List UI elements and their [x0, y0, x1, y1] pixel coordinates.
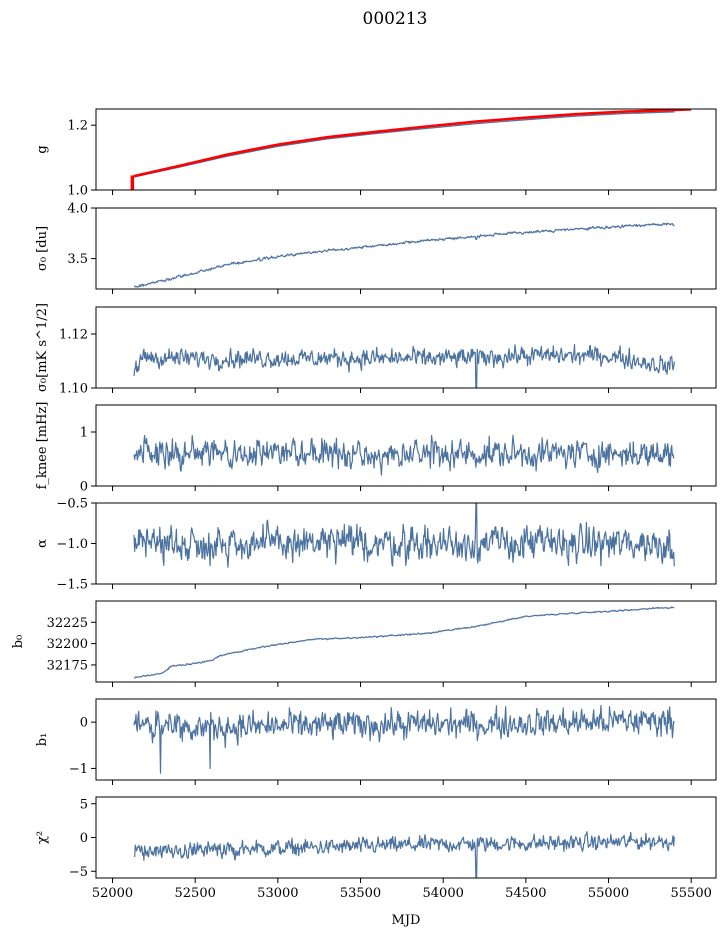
axes-frame-b0 — [95, 600, 717, 683]
panel-sigma0-mks: 1.10 1.12 σ₀[mK s^1/2] — [35, 303, 717, 397]
series-line-chi2 — [133, 831, 675, 878]
plot-area-sigma0-mks — [133, 343, 675, 388]
series-line-b0 — [133, 606, 675, 679]
y-tick-label-chi2-0: −5 — [69, 865, 88, 880]
y-tick-label-sigma0-mks-1: 1.12 — [59, 328, 88, 343]
y-tick-label-b0-0: 32175 — [47, 658, 88, 673]
x-tick-label-1: 52500 — [175, 886, 216, 901]
panel-chi2: −5 0 5 52000 52500 53000 53500 54000 54500 55000 5… — [35, 796, 717, 901]
y-axis-label-b1: b₁ — [35, 733, 50, 747]
axes-frame-sigma0 — [95, 207, 717, 290]
panel-b0: 32175 32200 32225 b₀ — [11, 600, 717, 687]
panel-b1: −1 0 b₁ — [35, 698, 717, 785]
panel-alpha: −1.5 −1.0 −0.5 α — [35, 497, 717, 593]
x-tick-label-0: 52000 — [92, 886, 133, 901]
y-axis-label-g: g — [35, 145, 50, 153]
plot-area-b0 — [133, 606, 675, 679]
plot-area-sigma0 — [133, 222, 675, 288]
y-tick-label-fknee-0: 0 — [80, 480, 88, 495]
plot-area-b1 — [133, 704, 675, 774]
plot-area-fknee — [133, 434, 675, 476]
y-tick-label-chi2-2: 5 — [80, 797, 88, 812]
y-tick-label-sigma0-1: 4.0 — [67, 202, 88, 217]
y-tick-label-alpha-2: −0.5 — [56, 497, 88, 512]
y-tick-label-alpha-0: −1.5 — [56, 578, 88, 593]
y-axis-label-chi2: χ² — [35, 831, 50, 844]
x-tick-label-4: 54000 — [423, 886, 464, 901]
y-axis-label-alpha: α — [35, 539, 50, 548]
y-tick-label-alpha-1: −1.0 — [56, 537, 88, 552]
series-line-sigma0-mks — [133, 343, 675, 388]
y-tick-label-fknee-1: 1 — [80, 426, 88, 441]
panel-sigma0: 3.5 4.0 σ₀ [du] — [35, 202, 717, 294]
axes-frame-sigma0-mks — [95, 306, 717, 389]
axes-frame-g — [95, 108, 717, 191]
plot-area-alpha — [133, 503, 675, 568]
y-axis-label-sigma0-mks: σ₀[mK s^1/2] — [35, 303, 50, 392]
series-line-sigma0 — [133, 222, 675, 288]
figure-title: 000213 — [363, 9, 428, 29]
y-tick-label-g-0: 1.0 — [67, 184, 88, 199]
axes-frame-fknee — [95, 404, 717, 487]
x-tick-label-7: 55500 — [671, 886, 712, 901]
y-tick-label-b1-0: −1 — [69, 762, 88, 777]
y-tick-label-b0-1: 32200 — [47, 637, 88, 652]
series-line-fknee — [133, 434, 675, 476]
x-axis-label: MJD — [392, 913, 421, 928]
series-line-alpha — [133, 503, 675, 568]
plot-area-chi2 — [133, 831, 675, 878]
panel-g: 1.0 1.2 g — [35, 108, 717, 199]
panel-fknee: 0 1 f_knee [mHz] — [35, 402, 717, 495]
y-tick-label-b1-1: 0 — [80, 716, 88, 731]
plot-area-g — [130, 109, 692, 190]
y-tick-label-b0-2: 32225 — [47, 616, 88, 631]
axes-frame-b1 — [95, 698, 717, 781]
x-tick-label-6: 55000 — [588, 886, 629, 901]
x-tick-label-3: 53500 — [340, 886, 381, 901]
series-line-b1 — [133, 704, 675, 774]
y-tick-label-sigma0-0: 3.5 — [67, 252, 88, 267]
y-axis-label-b0: b₀ — [11, 635, 26, 649]
y-tick-label-sigma0-mks-0: 1.10 — [59, 382, 88, 397]
series-line-g-1 — [133, 109, 692, 178]
y-axis-label-fknee: f_knee [mHz] — [35, 402, 50, 490]
y-tick-label-chi2-1: 0 — [80, 831, 88, 846]
series-line-g-0 — [133, 111, 675, 178]
x-tick-label-2: 53000 — [257, 886, 298, 901]
panels: 1.0 1.2 g 3.5 4.0 σ₀ [du] 1.10 1.12 σ₀[mK s^1/2]… — [11, 108, 717, 901]
y-tick-label-g-1: 1.2 — [67, 119, 88, 134]
x-tick-label-5: 54500 — [505, 886, 546, 901]
y-axis-label-sigma0: σ₀ [du] — [35, 226, 50, 271]
